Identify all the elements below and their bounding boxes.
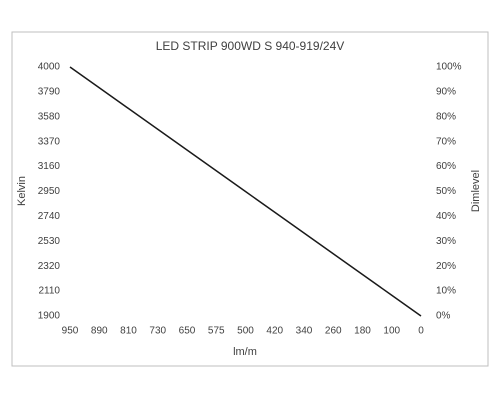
y2-tick-label: 10% [436,286,456,297]
y-tick-label: 2320 [38,261,61,272]
x-tick-label: 950 [62,326,79,337]
x-tick-label: 260 [325,326,342,337]
y-tick-label: 3370 [38,136,61,147]
y-tick-label: 2740 [38,211,61,222]
chart-title: LED STRIP 900WD S 940-919/24V [156,39,345,53]
y2-tick-label: 80% [436,111,456,122]
y-tick-label: 2110 [38,286,60,297]
x-tick-label: 500 [237,326,254,337]
x-tick-label: 650 [179,326,196,337]
y-tick-label: 2950 [38,186,61,197]
y2-tick-label: 30% [436,236,456,247]
x-tick-label: 810 [120,326,137,337]
y-tick-label: 3580 [38,111,61,122]
x-tick-label: 890 [91,326,108,337]
y2-tick-label: 100% [436,62,462,73]
chart-border [11,31,489,367]
y2-tick-label: 70% [436,136,456,147]
x-tick-label: 0 [418,326,424,337]
x-axis-title: lm/m [233,346,257,358]
y2-tick-label: 60% [436,161,456,172]
y-tick-label: 3790 [38,87,61,98]
line [69,66,422,317]
y-axis-title: Kelvin [16,176,28,206]
x-tick-label: 575 [208,326,225,337]
x-tick-label: 420 [266,326,283,337]
y2-axis-title: Dimlevel [470,170,482,212]
x-tick-label: 730 [149,326,166,337]
y2-tick-label: 50% [436,186,456,197]
y2-tick-label: 0% [436,311,451,322]
y2-tick-label: 40% [436,211,456,222]
y-tick-label: 1900 [38,311,61,322]
x-tick-label: 100 [383,326,400,337]
y-tick-label: 3160 [38,161,61,172]
y-tick-label: 4000 [38,62,61,73]
y2-tick-label: 20% [436,261,456,272]
y-tick-label: 2530 [38,236,61,247]
x-tick-label: 180 [354,326,371,337]
y2-tick-label: 90% [436,87,456,98]
x-tick-label: 340 [296,326,313,337]
